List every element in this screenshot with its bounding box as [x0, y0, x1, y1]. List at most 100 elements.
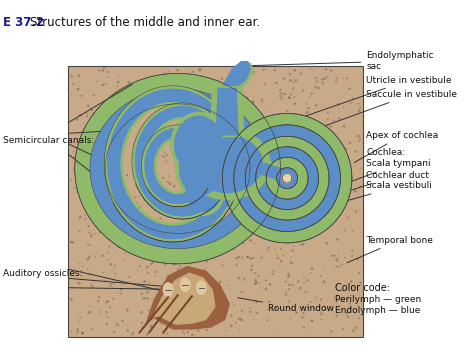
Point: [194, 221, 201, 227]
Point: [196, 194, 203, 200]
Point: [148, 116, 156, 122]
Point: [155, 169, 163, 175]
Point: [308, 318, 316, 324]
Point: [84, 256, 92, 262]
Point: [286, 259, 294, 265]
Point: [114, 79, 122, 85]
Point: [114, 139, 122, 145]
Point: [221, 146, 229, 152]
Point: [197, 103, 204, 109]
Point: [72, 312, 79, 318]
Point: [298, 113, 306, 118]
Point: [259, 100, 266, 106]
Point: [182, 178, 189, 184]
Point: [173, 128, 181, 134]
Point: [109, 167, 117, 173]
Point: [160, 146, 168, 151]
Point: [349, 228, 357, 234]
Point: [162, 261, 169, 267]
Point: [103, 309, 110, 315]
Point: [169, 126, 177, 131]
Point: [285, 286, 292, 292]
Point: [168, 223, 175, 229]
Ellipse shape: [184, 128, 270, 200]
Text: Cochlea:: Cochlea:: [366, 148, 405, 157]
Point: [291, 68, 299, 73]
Point: [216, 126, 223, 132]
Point: [288, 167, 296, 172]
Point: [162, 312, 169, 318]
Point: [189, 175, 197, 180]
Point: [245, 197, 252, 203]
Point: [141, 78, 148, 84]
Point: [333, 257, 340, 263]
Point: [124, 328, 131, 334]
Point: [281, 291, 289, 297]
Point: [217, 159, 225, 165]
Point: [246, 256, 254, 261]
Point: [226, 84, 233, 90]
Point: [93, 223, 100, 229]
Point: [86, 272, 93, 277]
Point: [269, 271, 276, 277]
Point: [208, 125, 216, 131]
Point: [203, 258, 210, 264]
Point: [188, 217, 196, 223]
Point: [81, 212, 89, 218]
Point: [88, 107, 96, 113]
Point: [319, 80, 327, 86]
Point: [176, 238, 183, 244]
Point: [317, 223, 325, 228]
Point: [308, 270, 315, 276]
Text: Utricle in vestibule: Utricle in vestibule: [239, 76, 452, 139]
Point: [247, 237, 255, 243]
Point: [234, 255, 241, 261]
Point: [178, 170, 186, 175]
Point: [328, 155, 336, 160]
Point: [149, 260, 157, 265]
Point: [133, 217, 140, 223]
Point: [247, 309, 255, 315]
Point: [182, 115, 190, 121]
Point: [76, 261, 83, 266]
Point: [129, 156, 137, 162]
Point: [271, 329, 279, 335]
Point: [232, 228, 240, 233]
Point: [155, 227, 163, 233]
Point: [187, 178, 195, 184]
Point: [70, 149, 77, 155]
Point: [140, 122, 148, 128]
Point: [334, 101, 342, 107]
Point: [159, 108, 166, 114]
Point: [297, 71, 305, 77]
Point: [167, 143, 174, 149]
Point: [85, 309, 93, 315]
Point: [344, 314, 352, 320]
Point: [113, 83, 121, 89]
Point: [218, 118, 225, 124]
Point: [214, 166, 222, 171]
Point: [352, 325, 359, 330]
Point: [189, 209, 196, 215]
Point: [333, 283, 340, 289]
Point: [201, 158, 209, 164]
Point: [299, 314, 306, 320]
Point: [301, 280, 308, 286]
Point: [175, 72, 183, 78]
Point: [227, 85, 235, 90]
Point: [322, 182, 330, 188]
Point: [104, 194, 112, 200]
Point: [307, 235, 315, 241]
Polygon shape: [245, 136, 329, 220]
Point: [242, 219, 250, 225]
Point: [83, 114, 91, 119]
Point: [160, 70, 168, 76]
Point: [106, 237, 114, 242]
Point: [264, 180, 271, 186]
Point: [226, 184, 233, 190]
Point: [356, 108, 363, 114]
Point: [189, 151, 197, 157]
Point: [264, 166, 272, 172]
Point: [129, 225, 137, 231]
Point: [344, 215, 351, 220]
